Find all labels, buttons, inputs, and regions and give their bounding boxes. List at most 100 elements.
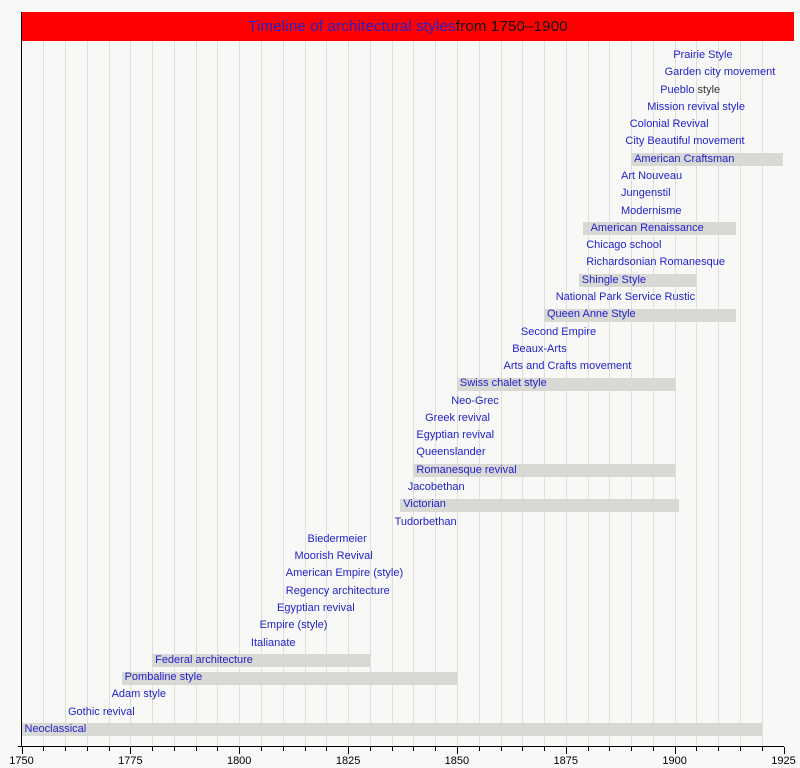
gridline-1785: [173, 41, 175, 746]
chart-title-suffix: from 1750–1900: [455, 18, 568, 35]
style-label[interactable]: Queenslander: [416, 446, 485, 458]
axis-year-label: 1775: [118, 755, 143, 767]
style-label[interactable]: City Beautiful movement: [625, 135, 744, 147]
style-link-text[interactable]: Romanesque revival: [416, 463, 517, 476]
style-link-text[interactable]: Garden city movement: [664, 66, 776, 79]
style-label[interactable]: Arts and Crafts movement: [504, 360, 632, 372]
style-link-text[interactable]: Egyptian revival: [277, 602, 355, 614]
style-label[interactable]: Jungenstil: [621, 187, 671, 199]
style-link-text[interactable]: Biedermeier: [307, 532, 367, 545]
style-link-text[interactable]: Moorish Revival: [294, 550, 373, 563]
minor-tick-1790: [195, 747, 197, 751]
style-label[interactable]: Shingle Style: [582, 274, 646, 286]
style-link-text[interactable]: Beaux-Arts: [512, 342, 567, 355]
style-link-text[interactable]: Queenslander: [416, 446, 486, 459]
style-link-text[interactable]: Colonial Revival: [629, 118, 709, 131]
style-label[interactable]: Neoclassical: [25, 723, 87, 735]
style-label[interactable]: Federal architecture: [155, 654, 253, 666]
timeline-bar: [21, 723, 762, 737]
gridline-1820: [326, 41, 328, 746]
style-link-text[interactable]: Empire (style): [259, 619, 328, 632]
minor-tick-1815: [304, 747, 306, 751]
style-label[interactable]: Egyptian revival: [277, 602, 355, 614]
style-link-text[interactable]: American Renaissance: [590, 221, 704, 234]
style-link-text[interactable]: Tudorbethan: [394, 515, 457, 528]
style-label[interactable]: Tudorbethan: [395, 516, 457, 528]
axis-year-label: 1850: [444, 755, 470, 767]
style-label[interactable]: Romanesque revival: [416, 464, 516, 476]
style-link-text[interactable]: American Craftsman: [634, 152, 735, 165]
gridline-1910: [718, 41, 720, 746]
style-label[interactable]: Italianate: [251, 637, 296, 649]
style-label[interactable]: Regency architecture: [286, 585, 390, 597]
style-link-text[interactable]: Pombaline style: [124, 671, 203, 684]
style-link-text[interactable]: Gothic revival: [68, 705, 135, 718]
style-label[interactable]: Second Empire: [521, 326, 596, 338]
style-label[interactable]: Mission revival style: [647, 101, 745, 113]
style-link-text[interactable]: Victorian: [403, 498, 446, 511]
style-link-text[interactable]: Italianate: [250, 636, 296, 649]
style-label[interactable]: Swiss chalet style: [460, 377, 547, 389]
style-label[interactable]: Queen Anne Style: [547, 308, 636, 320]
style-link-text[interactable]: Federal architecture: [155, 653, 253, 666]
style-label[interactable]: Richardsonian Romanesque: [586, 256, 725, 268]
style-label[interactable]: Modernisme: [621, 205, 682, 217]
style-label[interactable]: National Park Service Rustic: [556, 291, 695, 303]
gridline-1775: [130, 41, 132, 746]
style-label[interactable]: Neo-Grec: [451, 395, 499, 407]
style-link-text[interactable]: Regency architecture: [285, 584, 390, 597]
style-link-text[interactable]: Egyptian revival: [416, 429, 495, 442]
style-link-text[interactable]: Jungenstil: [621, 187, 671, 200]
style-link-text[interactable]: City Beautiful movement: [625, 135, 745, 148]
style-label[interactable]: Egyptian revival: [416, 429, 494, 441]
style-label[interactable]: Colonial Revival: [630, 118, 709, 130]
style-label[interactable]: Greek revival: [425, 412, 490, 424]
minor-tick-1760: [65, 747, 66, 751]
axis-year-label: 1900: [662, 755, 687, 767]
style-label[interactable]: American Empire (style): [286, 567, 403, 579]
style-label[interactable]: Moorish Revival: [295, 550, 373, 562]
style-link-text[interactable]: Modernisme: [621, 204, 682, 217]
minor-tick-1865: [522, 747, 524, 751]
gridline-1850: [456, 41, 458, 746]
style-link-text[interactable]: National Park Service Rustic: [555, 290, 696, 303]
major-tick-1850: [456, 747, 458, 754]
style-label[interactable]: Garden city movement: [665, 66, 776, 78]
style-label[interactable]: American Renaissance: [591, 222, 704, 234]
style-label[interactable]: Chicago school: [586, 239, 661, 251]
style-link-text[interactable]: Chicago school: [586, 239, 662, 252]
chart-title-link[interactable]: Timeline of architectural styles: [248, 18, 456, 35]
x-axis-line: [18, 746, 784, 747]
gridline-1915: [740, 41, 741, 746]
style-link-text[interactable]: Richardsonian Romanesque: [586, 256, 725, 269]
style-label[interactable]: Biedermeier: [308, 533, 367, 545]
style-link-text[interactable]: Greek revival: [425, 411, 490, 424]
style-link-text[interactable]: Adam style: [111, 688, 167, 701]
style-link-text[interactable]: Neoclassical: [24, 722, 87, 735]
minor-tick-1795: [217, 747, 219, 751]
style-label[interactable]: Pueblo style: [660, 84, 720, 96]
style-label[interactable]: American Craftsman: [634, 153, 734, 165]
style-link-text[interactable]: Arts and Crafts movement: [503, 360, 632, 372]
style-label[interactable]: Victorian: [403, 498, 446, 510]
style-link-text[interactable]: Pueblo: [660, 83, 695, 96]
gridline-1835: [391, 41, 393, 746]
style-link-text[interactable]: American Empire (style): [285, 567, 404, 580]
style-label[interactable]: Prairie Style: [673, 49, 732, 61]
style-link-text[interactable]: Second Empire: [520, 325, 597, 338]
style-link-text[interactable]: Swiss chalet style: [459, 377, 547, 390]
style-label[interactable]: Pombaline style: [125, 671, 203, 683]
style-link-text[interactable]: Mission revival style: [647, 100, 745, 113]
style-label[interactable]: Adam style: [112, 688, 166, 700]
style-label[interactable]: Beaux-Arts: [512, 343, 566, 355]
style-label[interactable]: Gothic revival: [68, 706, 135, 718]
style-link-text[interactable]: Queen Anne Style: [547, 308, 636, 321]
style-label[interactable]: Art Nouveau: [621, 170, 682, 182]
style-link-text[interactable]: Neo-Grec: [451, 394, 499, 407]
style-link-text[interactable]: Shingle Style: [581, 273, 647, 286]
style-link-text[interactable]: Jacobethan: [407, 481, 465, 493]
style-link-text[interactable]: Prairie Style: [673, 49, 733, 61]
style-label[interactable]: Jacobethan: [408, 481, 465, 493]
style-label[interactable]: Empire (style): [260, 619, 328, 631]
style-link-text[interactable]: Art Nouveau: [621, 170, 683, 182]
